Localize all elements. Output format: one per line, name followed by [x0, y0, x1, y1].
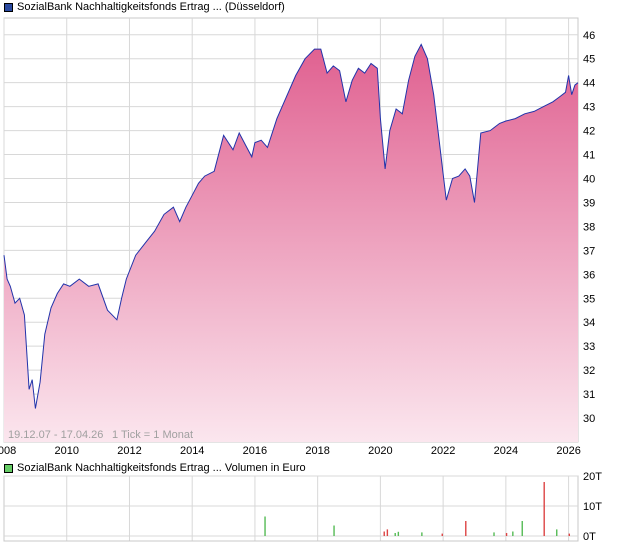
price-y-tick-label: 36 [583, 269, 595, 281]
x-tick-label: 2012 [117, 445, 141, 457]
price-y-tick-label: 38 [583, 221, 595, 233]
x-tick-label: 2010 [54, 445, 78, 457]
tick-info-text: 1 Tick = 1 Monat [112, 429, 193, 441]
volume-y-tick-label: 20T [583, 471, 602, 483]
x-tick-label: 2008 [0, 445, 16, 457]
x-tick-label: 2020 [368, 445, 392, 457]
x-tick-label: 2022 [431, 445, 455, 457]
price-y-tick-label: 46 [583, 30, 595, 42]
date-range-text: 19.12.07 - 17.04.26 [8, 429, 103, 441]
price-legend-label: SozialBank Nachhaltigkeitsfonds Ertrag .… [17, 1, 285, 13]
volume-bars [264, 482, 570, 536]
x-tick-label: 2016 [243, 445, 267, 457]
x-tick-label: 2014 [180, 445, 204, 457]
price-y-tick-label: 34 [583, 317, 595, 329]
volume-bar [383, 531, 385, 536]
volume-bar [505, 533, 508, 536]
price-y-tick-label: 44 [583, 78, 595, 90]
price-y-tick-label: 31 [583, 389, 595, 401]
volume-bar [556, 529, 558, 536]
price-y-tick-label: 45 [583, 54, 595, 66]
volume-bar [264, 516, 266, 536]
volume-bar [441, 533, 443, 536]
volume-bar [568, 533, 570, 536]
volume-y-axis: 0T 10T 20T [583, 471, 602, 543]
price-y-tick-label: 33 [583, 341, 595, 353]
price-y-tick-label: 42 [583, 126, 595, 138]
price-area [4, 44, 578, 443]
x-tick-label: 2026 [556, 445, 580, 457]
volume-legend-swatch [4, 463, 13, 473]
price-y-tick-label: 40 [583, 173, 595, 185]
price-y-tick-label: 30 [583, 413, 595, 425]
price-legend: SozialBank Nachhaltigkeitsfonds Ertrag .… [4, 1, 285, 13]
price-y-tick-label: 39 [583, 197, 595, 209]
volume-bar [386, 529, 389, 536]
price-y-tick-label: 32 [583, 365, 595, 377]
volume-y-tick-label: 0T [583, 531, 596, 543]
volume-bar [333, 525, 335, 536]
volume-plot-frame [3, 475, 579, 542]
price-y-tick-label: 37 [583, 245, 595, 257]
price-y-tick-label: 35 [583, 293, 595, 305]
price-legend-swatch [4, 2, 13, 12]
price-y-tick-label: 41 [583, 150, 595, 162]
volume-bar [512, 531, 514, 536]
price-line [3, 43, 579, 409]
volume-bar [543, 482, 545, 536]
volume-grid [4, 475, 578, 537]
volume-bar [521, 521, 523, 536]
x-axis: 2008 2010 2012 2014 2016 2018 2020 2022 2024 2026 [0, 445, 581, 457]
volume-legend: SozialBank Nachhaltigkeitsfonds Ertrag .… [4, 462, 306, 474]
price-y-axis: 30 31 32 33 34 35 36 37 38 39 40 41 42 43 44 45 46 [583, 30, 595, 425]
x-tick-label: 2024 [494, 445, 518, 457]
volume-bar [493, 532, 495, 536]
volume-bar [465, 521, 467, 536]
x-tick-label: 2018 [305, 445, 329, 457]
volume-bar [421, 532, 423, 536]
volume-bar [397, 531, 400, 536]
volume-y-tick-label: 10T [583, 501, 602, 513]
price-y-tick-label: 43 [583, 102, 595, 114]
volume-legend-label: SozialBank Nachhaltigkeitsfonds Ertrag .… [17, 462, 306, 474]
volume-bar [394, 533, 396, 536]
